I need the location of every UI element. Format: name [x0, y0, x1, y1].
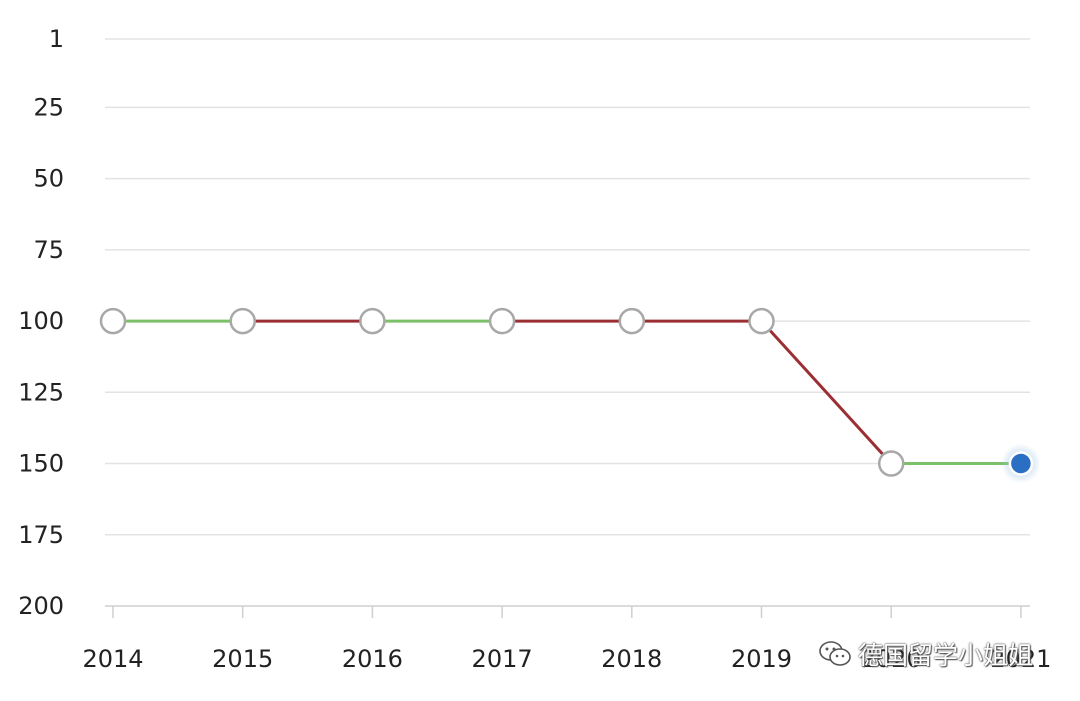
y-tick-label: 125	[18, 378, 64, 406]
y-tick-label: 175	[18, 521, 64, 549]
x-tick-label: 2016	[342, 645, 403, 673]
data-point[interactable]	[229, 307, 256, 335]
data-point[interactable]	[748, 307, 775, 335]
wechat-icon	[819, 641, 851, 666]
y-tick-label: 1	[49, 25, 64, 53]
y-tick-label: 50	[33, 165, 64, 193]
x-tick-label: 2018	[601, 645, 662, 673]
x-tick-label: 2015	[212, 645, 273, 673]
x-tick-label: 2014	[82, 645, 143, 673]
data-point[interactable]	[359, 307, 386, 335]
series-line	[111, 319, 1023, 466]
y-tick-label: 150	[18, 450, 64, 478]
y-tick-label: 200	[18, 592, 64, 620]
x-tick-label: 2020	[861, 645, 922, 673]
y-tick-label: 75	[33, 236, 64, 264]
watermark: 德国留学小姐姐	[818, 636, 1033, 672]
data-point[interactable]	[99, 307, 127, 335]
series-points	[99, 307, 1041, 484]
data-point[interactable]	[618, 307, 646, 335]
x-tick-label: 2021	[990, 645, 1051, 673]
data-point[interactable]	[488, 307, 516, 335]
x-tick-label: 2017	[472, 645, 533, 673]
y-tick-label: 100	[18, 307, 64, 335]
watermark-text: 德国留学小姐姐	[858, 641, 1034, 670]
x-tick-label: 2019	[731, 645, 792, 673]
x-axis: 2014 2015 2016 2017 2018 2019 2020 2021	[82, 605, 1051, 673]
line-segment	[760, 319, 893, 466]
y-tick-label: 25	[33, 93, 64, 121]
data-point-highlighted[interactable]	[1008, 451, 1034, 476]
data-point[interactable]	[877, 450, 905, 477]
